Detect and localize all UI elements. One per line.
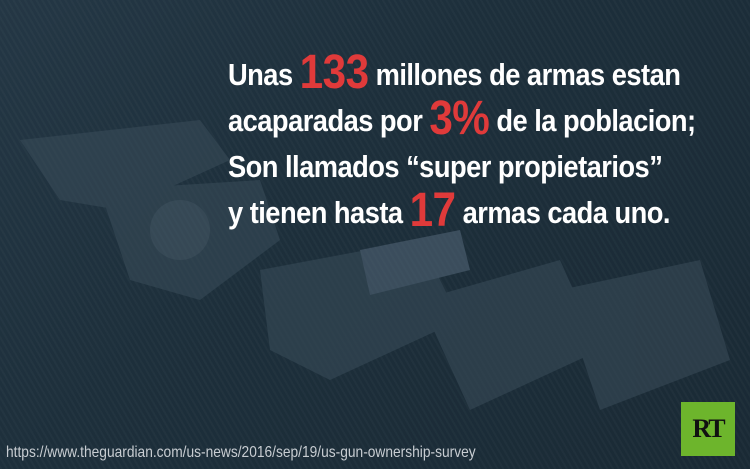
text: millones de armas estan — [368, 57, 681, 92]
text: acaparadas por — [228, 103, 430, 138]
headline-line-3: Son llamados “super propietarios” — [228, 149, 663, 184]
source-url: https://www.theguardian.com/us-news/2016… — [6, 444, 476, 461]
headline-line-4: y tienen hasta 17 armas cada uno. — [228, 187, 696, 236]
headline: Unas 133 millones de armas estan acapara… — [228, 49, 696, 236]
headline-line-2: acaparadas por 3% de la poblacion; — [228, 95, 696, 144]
text: Unas — [228, 57, 300, 92]
rt-logo: RT — [681, 402, 735, 456]
highlight-number: 133 — [299, 46, 369, 99]
logo-text: RT — [692, 414, 725, 443]
headline-line-1: Unas 133 millones de armas estan — [228, 49, 696, 98]
text: de la poblacion; — [489, 103, 696, 138]
text: y tienen hasta — [228, 195, 410, 230]
highlight-number: 17 — [409, 184, 456, 237]
text: armas cada uno. — [455, 195, 671, 230]
highlight-number: 3% — [429, 92, 490, 145]
background-guns-image — [20, 120, 730, 410]
